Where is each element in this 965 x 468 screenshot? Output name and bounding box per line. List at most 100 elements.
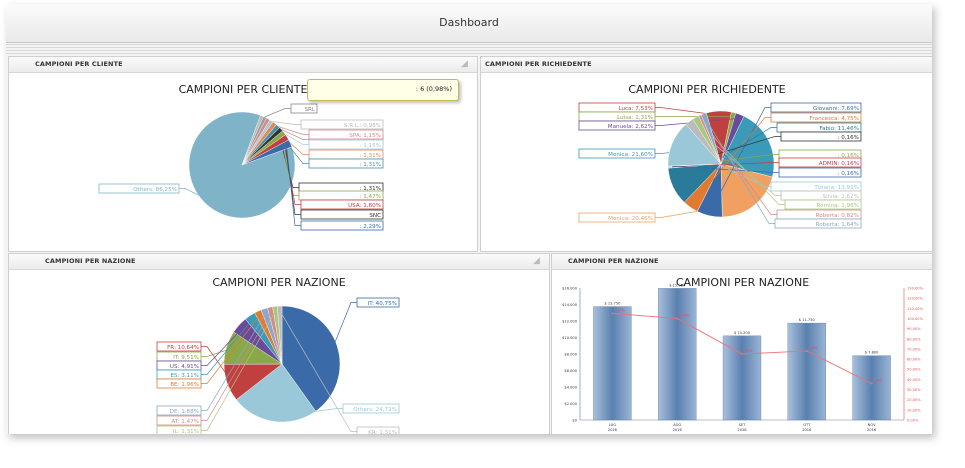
- chart-title: CAMPIONI PER RICHIEDENTE: [628, 83, 786, 96]
- slice-label: Francesca: 4,75%: [810, 116, 859, 122]
- slice-label: : 2,29%: [360, 224, 381, 230]
- x-tick-label: 2016: [673, 428, 683, 432]
- leader-line: [179, 188, 208, 200]
- slice-label: : 1,31%: [360, 186, 381, 192]
- bar-data-label: $ 7.800: [865, 351, 879, 355]
- label-box: [156, 405, 202, 416]
- panel-title: CAMPIONI PER CLIENTE: [35, 60, 123, 68]
- bar-data-label: $ 10.200: [734, 331, 751, 335]
- x-tick-label: 2016: [737, 428, 747, 432]
- leader-line: [655, 142, 766, 154]
- panel-header[interactable]: CAMPIONI PER NAZIONE: [552, 254, 932, 270]
- label-box: [300, 209, 384, 220]
- filter-icon[interactable]: ◢: [533, 256, 540, 266]
- leader-line: [201, 313, 266, 411]
- slice-label: Romina: 1,96%: [817, 203, 859, 209]
- line-data-label: 36%: [875, 378, 883, 382]
- y2-tick-label: 60,00%: [907, 358, 921, 362]
- label-box: [578, 148, 656, 159]
- y2-tick-label: 80,00%: [907, 337, 921, 341]
- panel-title: CAMPIONI PER NAZIONE: [45, 257, 136, 265]
- label-box: [156, 425, 202, 434]
- bar: [658, 288, 697, 421]
- leader-line: [672, 162, 779, 167]
- y-tick-label: $0: [572, 419, 577, 423]
- label-box: [308, 139, 384, 150]
- leader-line: [691, 124, 781, 196]
- slice-label: SRL: [304, 107, 315, 113]
- pie-chart-richiedente: Luca: 7,53% Luisa: 1,31% Manuela: 2,62% Mon…: [578, 102, 862, 229]
- label-box: [780, 131, 862, 142]
- leader-line: [201, 311, 272, 421]
- line-point: [805, 349, 808, 352]
- label-box: [778, 167, 862, 178]
- leader-line: [676, 144, 771, 187]
- pie-slice: [700, 112, 722, 165]
- slice-label: FR: 10,64%: [167, 345, 199, 351]
- bar: [852, 355, 891, 421]
- leader-line: [710, 107, 771, 212]
- slice-label: KR: 1,31%: [368, 430, 397, 434]
- leader-line: [280, 135, 299, 196]
- label-box: [356, 426, 400, 434]
- panel-campioni-per-richiedente: CAMPIONI PER RICHIEDENTE CAMPIONI PER RI…: [480, 56, 932, 252]
- slice-label: SPA: 1,15%: [349, 133, 381, 139]
- chart-title: CAMPIONI PER CLIENTE: [178, 83, 308, 96]
- panel-title: CAMPIONI PER NAZIONE: [568, 257, 659, 265]
- label-box: [784, 199, 862, 210]
- y2-tick-label: 40,00%: [907, 378, 921, 382]
- label-box: [98, 183, 180, 194]
- slice-label: Monica: 21,60%: [608, 152, 653, 158]
- slice-label: : 0,16%: [838, 135, 859, 141]
- label-box: [770, 112, 862, 123]
- tooltip-text: : 6 (0,98%): [415, 85, 452, 93]
- label-box: [578, 120, 656, 131]
- slice-label: Others: 86,25%: [133, 187, 177, 193]
- slice-label: : 1,31%: [360, 153, 381, 159]
- panel-header[interactable]: CAMPIONI PER CLIENTE ◢: [9, 57, 477, 73]
- panel-header[interactable]: CAMPIONI PER NAZIONE ◢: [9, 254, 549, 270]
- panel-campioni-per-nazione-pie: CAMPIONI PER NAZIONE ◢ CAMPIONI PER NAZI…: [8, 253, 550, 434]
- x-tick-label: 2016: [608, 428, 618, 432]
- label-box: [356, 297, 400, 308]
- slice-label: Silvia: 2,62%: [823, 194, 859, 200]
- leader-line: [655, 118, 739, 126]
- slice-label: Luisa: 1,31%: [617, 115, 653, 121]
- x-tick-label: LUG: [609, 423, 616, 427]
- slice-label: : 1,47%: [360, 194, 381, 200]
- x-tick-label: OTT: [803, 423, 811, 427]
- label-box: [156, 378, 202, 389]
- leader-line: [201, 315, 261, 384]
- y2-tick-label: 110,00%: [907, 307, 924, 311]
- x-tick-label: 2016: [802, 428, 812, 432]
- label-box: [156, 341, 202, 352]
- label-box: [300, 220, 384, 231]
- pie-slice: [241, 139, 293, 166]
- y-tick-label: $10.000: [562, 336, 578, 340]
- page-title: Dashboard: [439, 16, 499, 29]
- slice-label: US: 4,91%: [170, 364, 199, 370]
- y2-tick-label: 10,00%: [907, 408, 921, 412]
- y2-tick-label: 20,00%: [907, 398, 921, 402]
- slice-label: Roberta: 0,82%: [816, 213, 859, 219]
- line-point: [741, 353, 743, 355]
- slice-label: : 0,16%: [838, 171, 859, 177]
- y2-tick-label: 120,00%: [907, 297, 924, 301]
- y2-tick-label: 30,00%: [907, 388, 921, 392]
- slice-label: BE: 1,96%: [170, 382, 199, 388]
- slice-label: ADMIN: 0,16%: [819, 161, 859, 167]
- bar-data-label: $ 15.950: [669, 283, 686, 287]
- label-box: [308, 129, 384, 140]
- slice-label: Manuela: 2,62%: [608, 124, 653, 130]
- slice-label: Others: 24,72%: [353, 407, 397, 413]
- slice-label: Luca: 7,53%: [619, 106, 654, 112]
- panel-header[interactable]: CAMPIONI PER RICHIEDENTE: [481, 57, 932, 73]
- y2-tick-label: 50,00%: [907, 368, 921, 372]
- label-box: [770, 102, 862, 113]
- slice-label: IT: 9,51%: [173, 355, 199, 361]
- filter-icon[interactable]: ◢: [461, 59, 468, 69]
- panel-title: CAMPIONI PER RICHIEDENTE: [485, 60, 592, 68]
- slice-label: : 0,16%: [838, 153, 859, 159]
- panel-campioni-per-cliente: CAMPIONI PER CLIENTE ◢ CAMPIONI PER CLIE…: [8, 56, 478, 252]
